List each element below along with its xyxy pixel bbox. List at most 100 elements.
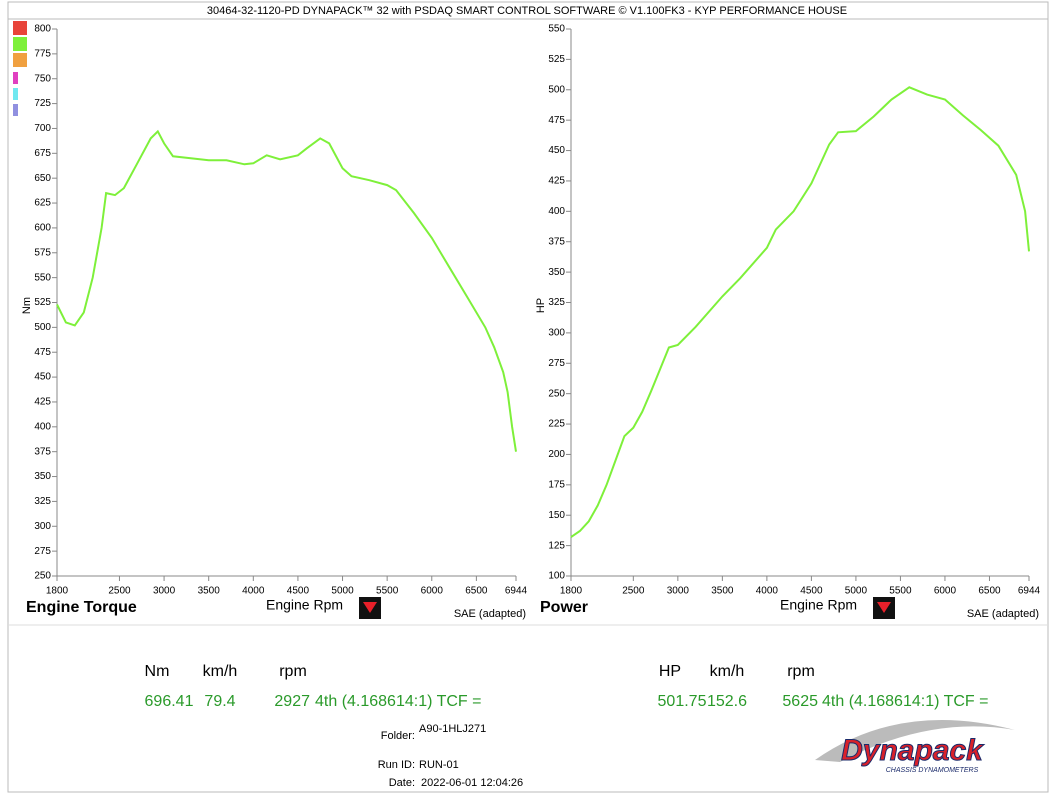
y-tick-label: 425 bbox=[34, 397, 51, 408]
x-tick-label: 3500 bbox=[711, 586, 734, 597]
x-tick-label: 4000 bbox=[242, 586, 265, 597]
y-tick-label: 200 bbox=[548, 449, 565, 460]
x-tick-label: 3000 bbox=[153, 586, 176, 597]
x-axis-label: Engine Rpm bbox=[780, 597, 857, 613]
readout-value: 5625 bbox=[782, 693, 818, 710]
series-swatches bbox=[13, 21, 27, 116]
y-tick-label: 300 bbox=[548, 328, 565, 339]
x-tick-label: 4000 bbox=[756, 586, 779, 597]
menu-arrow bbox=[877, 602, 891, 613]
logo-swoosh bbox=[815, 720, 1015, 762]
readout-header: rpm bbox=[279, 663, 307, 680]
run-label: Run ID: bbox=[378, 759, 415, 771]
readout-gear: 4th (4.168614:1) TCF = bbox=[822, 693, 988, 710]
y-tick-label: 675 bbox=[34, 148, 51, 159]
y-tick-label: 550 bbox=[548, 24, 565, 35]
y-tick-label: 500 bbox=[548, 84, 565, 95]
y-tick-label: 475 bbox=[34, 347, 51, 358]
swatch bbox=[13, 104, 18, 116]
swatch bbox=[13, 88, 18, 100]
x-tick-label: 4500 bbox=[800, 586, 823, 597]
y-tick-label: 575 bbox=[34, 247, 51, 258]
x-tick-label: 2500 bbox=[108, 586, 131, 597]
correction-note: SAE (adapted) bbox=[967, 608, 1039, 620]
x-tick-label: 5000 bbox=[845, 586, 868, 597]
readout-gear: 4th (4.168614:1) TCF = bbox=[315, 693, 481, 710]
y-tick-label: 400 bbox=[34, 421, 51, 432]
x-tick-label: 6000 bbox=[934, 586, 957, 597]
readout-value: 2927 bbox=[274, 693, 310, 710]
x-tick-label: 6500 bbox=[465, 586, 488, 597]
x-axis-label: Engine Rpm bbox=[266, 597, 343, 613]
x-tick-label: 5500 bbox=[889, 586, 912, 597]
torque-curve bbox=[570, 86, 1030, 538]
x-tick-label: 1800 bbox=[46, 586, 69, 597]
y-tick-label: 225 bbox=[548, 419, 565, 430]
readout-header: HP bbox=[659, 663, 681, 680]
y-tick-label: 425 bbox=[548, 176, 565, 187]
y-tick-label: 525 bbox=[34, 297, 51, 308]
x-tick-label: 4500 bbox=[287, 586, 310, 597]
y-tick-label: 275 bbox=[548, 358, 565, 369]
y-tick-label: 100 bbox=[548, 571, 565, 582]
y-tick-label: 400 bbox=[548, 206, 565, 217]
readout-header: Nm bbox=[145, 663, 170, 680]
y-tick-label: 475 bbox=[548, 115, 565, 126]
readout-value: 696.41 bbox=[145, 693, 194, 710]
x-tick-label: 6944 bbox=[1018, 586, 1041, 597]
y-tick-label: 800 bbox=[34, 24, 51, 35]
readout-header: rpm bbox=[787, 663, 815, 680]
y-tick-label: 250 bbox=[548, 388, 565, 399]
y-tick-label: 725 bbox=[34, 98, 51, 109]
header-title: 30464-32-1120-PD DYNAPACK™ 32 with PSDAQ… bbox=[207, 5, 847, 17]
menu-arrow bbox=[363, 602, 377, 613]
x-tick-label: 1800 bbox=[560, 586, 583, 597]
y-tick-label: 525 bbox=[548, 54, 565, 65]
readout-value: 79.4 bbox=[204, 693, 235, 710]
y-tick-label: 250 bbox=[34, 571, 51, 582]
x-tick-label: 5500 bbox=[376, 586, 399, 597]
y-axis-label: HP bbox=[535, 298, 547, 313]
swatch bbox=[13, 37, 27, 51]
y-tick-label: 625 bbox=[34, 198, 51, 209]
folder-label: Folder: bbox=[381, 730, 415, 742]
y-tick-label: 700 bbox=[34, 123, 51, 134]
readout-header: km/h bbox=[710, 663, 745, 680]
x-tick-label: 6000 bbox=[421, 586, 444, 597]
swatch bbox=[13, 53, 27, 67]
y-tick-label: 600 bbox=[34, 223, 51, 234]
swatch bbox=[13, 72, 18, 84]
y-tick-label: 775 bbox=[34, 49, 51, 60]
date: 2022-06-01 12:04:26 bbox=[421, 777, 523, 789]
x-tick-label: 2500 bbox=[622, 586, 645, 597]
chart-title: Engine Torque bbox=[26, 599, 137, 616]
y-tick-label: 375 bbox=[548, 236, 565, 247]
x-tick-label: 3500 bbox=[198, 586, 221, 597]
run-id: RUN-01 bbox=[419, 759, 459, 771]
readout-value: 501.75 bbox=[658, 693, 707, 710]
readout-value: 152.6 bbox=[707, 693, 747, 710]
x-tick-label: 3000 bbox=[667, 586, 690, 597]
chart-title: Power bbox=[540, 599, 588, 616]
logo-name: Dynapack bbox=[841, 734, 984, 767]
correction-note: SAE (adapted) bbox=[454, 608, 526, 620]
swatch bbox=[13, 21, 27, 35]
y-tick-label: 325 bbox=[34, 496, 51, 507]
y-tick-label: 300 bbox=[34, 521, 51, 532]
y-tick-label: 750 bbox=[34, 73, 51, 84]
info: Folder: A90-1HLJ271 Run ID: RUN-01 Date:… bbox=[378, 723, 523, 789]
y-tick-label: 350 bbox=[548, 267, 565, 278]
y-tick-label: 375 bbox=[34, 446, 51, 457]
y-tick-label: 650 bbox=[34, 173, 51, 184]
date-label: Date: bbox=[389, 777, 415, 789]
y-tick-label: 450 bbox=[548, 145, 565, 156]
readout-header: km/h bbox=[203, 663, 238, 680]
y-tick-label: 550 bbox=[34, 272, 51, 283]
y-tick-label: 175 bbox=[548, 479, 565, 490]
x-tick-label: 5000 bbox=[331, 586, 354, 597]
y-tick-label: 125 bbox=[548, 540, 565, 551]
logo-tagline: CHASSIS DYNAMOMETERS bbox=[886, 767, 979, 774]
y-tick-label: 275 bbox=[34, 546, 51, 557]
x-tick-label: 6944 bbox=[505, 586, 528, 597]
